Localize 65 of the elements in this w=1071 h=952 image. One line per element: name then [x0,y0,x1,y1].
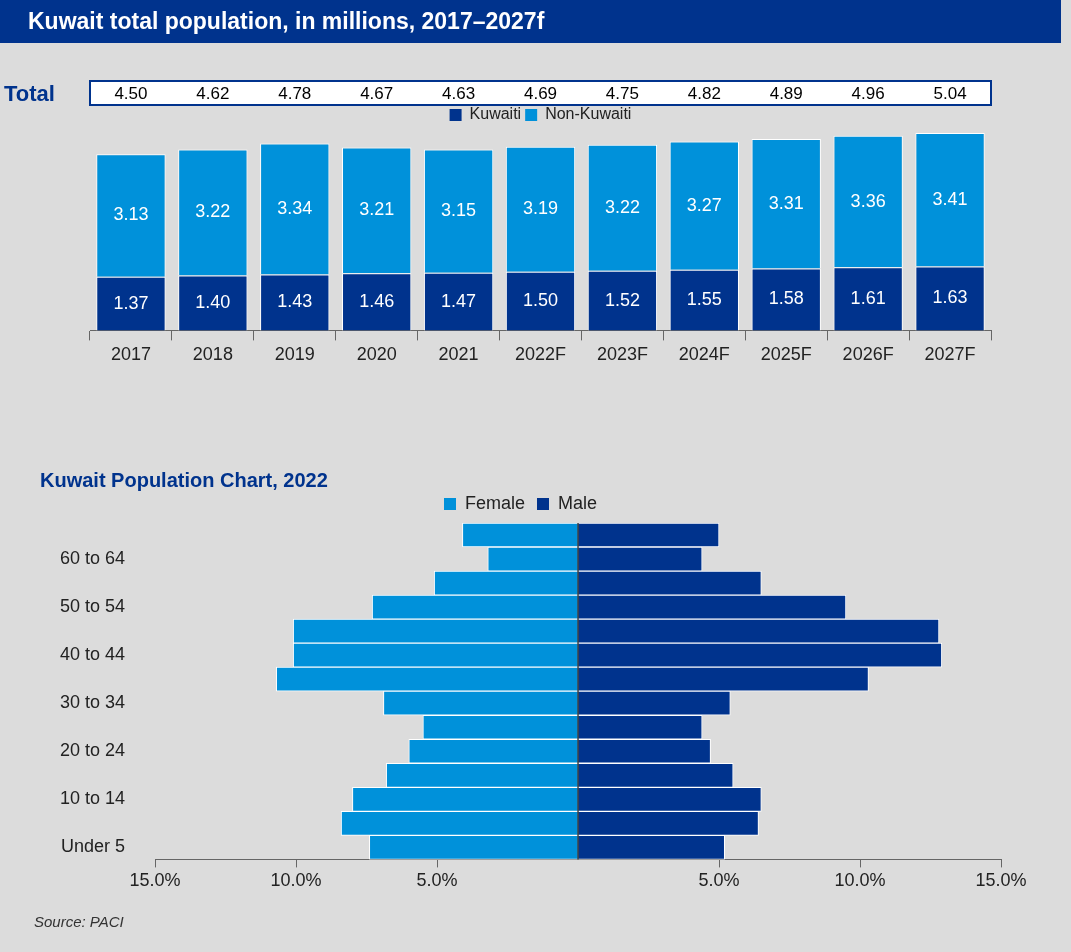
total-label: 4.75 [605,83,639,103]
y-tick-label: 10 to 14 [59,788,126,809]
data-label: 1.58 [768,288,804,309]
x-tick-label: 5.0% [698,870,740,891]
data-label: 3.36 [850,190,886,211]
y-tick-label: 30 to 34 [59,692,126,713]
x-tick-label: 2024F [678,344,730,365]
total-label: 4.89 [769,83,803,103]
total-label: 4.50 [114,83,148,103]
data-label: 3.13 [113,204,149,225]
total-label: 4.63 [442,83,476,103]
y-tick-label: 50 to 54 [59,596,126,617]
y-tick-label: 20 to 24 [59,740,126,761]
data-label: 3.19 [522,198,559,219]
data-label: 1.40 [195,291,231,312]
x-tick-label: 2027F [924,344,976,365]
data-label: 1.50 [522,289,559,310]
data-label: 1.47 [441,290,477,311]
total-label: 4.69 [523,83,558,103]
legend-label: Non-Kuwaiti [545,105,632,123]
x-tick-label: 2017 [110,344,151,365]
data-label: 3.34 [277,197,313,218]
chart-title: Kuwait Population Chart, 2022 [40,468,328,491]
total-label: 4.67 [360,83,394,103]
data-label: 3.22 [195,201,231,222]
legend-label: Male [558,492,598,513]
y-tick-label: 60 to 64 [59,548,126,569]
data-label: 3.27 [686,194,722,215]
x-tick-label: 2022F [514,344,567,365]
data-label: 1.52 [604,289,640,310]
total-label: 4.96 [851,83,885,103]
chart-title: Kuwait total population, in millions, 2017–2027f [0,0,1061,43]
y-tick-label: 40 to 44 [59,644,126,665]
x-tick-label: 2020 [356,344,397,365]
data-label: 3.21 [359,199,395,220]
total-label: 4.62 [196,83,230,103]
total-label: 4.78 [278,83,312,103]
x-tick-label: 2018 [192,344,233,365]
x-tick-label: 5.0% [416,870,458,891]
legend-label: Kuwaiti [469,105,522,123]
data-label: 3.15 [441,200,477,221]
data-label: 1.46 [359,290,395,311]
x-tick-label: 15.0% [129,870,181,891]
text: Total [4,81,55,107]
legend-label: Female [464,492,526,513]
x-tick-label: 2021 [438,344,479,365]
data-label: 1.63 [932,287,968,308]
total-label: 4.82 [687,83,721,103]
x-tick-label: 10.0% [270,870,322,891]
x-tick-label: 2023F [596,344,648,365]
data-label: 1.43 [277,291,313,312]
total-label: 5.04 [933,83,967,103]
source-note: Source: PACI [33,912,125,930]
data-label: 1.37 [113,292,149,313]
x-tick-label: 2025F [760,344,812,365]
x-tick-label: 2026F [842,344,894,365]
x-tick-label: 15.0% [975,870,1027,891]
data-label: 1.61 [850,287,886,308]
data-label: 3.31 [768,192,804,213]
data-label: 1.55 [686,289,722,310]
y-tick-label: Under 5 [61,836,126,857]
x-tick-label: 10.0% [834,870,886,891]
data-label: 3.22 [604,196,640,217]
x-tick-label: 2019 [274,344,315,365]
data-label: 3.41 [932,188,968,209]
